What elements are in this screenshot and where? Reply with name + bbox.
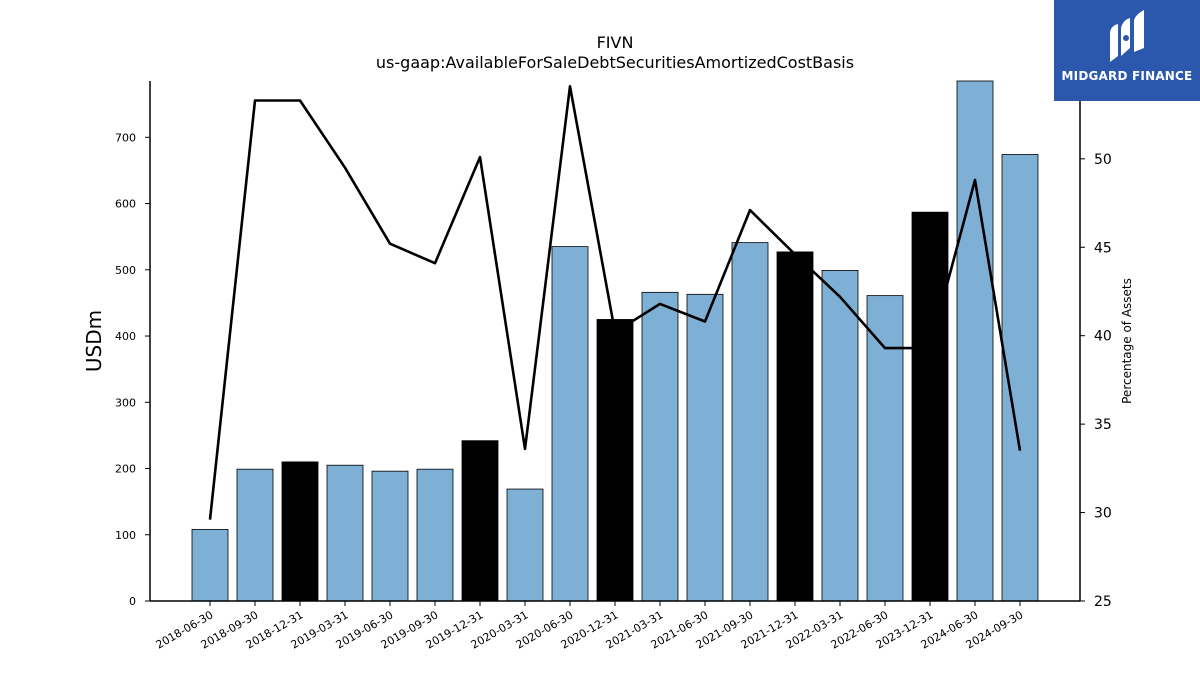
bar-2022-03-31	[821, 270, 859, 602]
y2-tick-label: 45	[1094, 240, 1112, 256]
chart-subtitle: us-gaap:AvailableForSaleDebtSecuritiesAm…	[376, 53, 854, 72]
bar-2023-12-31	[911, 211, 949, 602]
bar-2019-06-30	[371, 470, 409, 602]
x-axis-ticks: 2018-06-302018-09-302018-12-312019-03-31…	[154, 601, 1026, 652]
bar-2021-09-30	[731, 242, 769, 602]
bar-series	[191, 80, 1039, 602]
y2-axis-ticks: 25 30 35 40 45 50	[1080, 152, 1112, 610]
y-axis-ticks: 0 100 200 300 400 500 600 700	[115, 131, 150, 608]
bar-2020-03-31	[506, 488, 544, 602]
y2-tick-label: 25	[1094, 594, 1112, 610]
bar-2019-12-31	[461, 440, 499, 602]
bar-2021-03-31	[641, 291, 679, 602]
bar-2022-06-30	[866, 295, 904, 602]
y2-tick-label: 30	[1094, 506, 1112, 522]
bar-2019-03-31	[326, 464, 364, 602]
midgard-logo-icon	[1110, 10, 1144, 62]
y-tick-label: 500	[115, 264, 136, 277]
y-tick-label: 100	[115, 529, 136, 542]
y2-axis-label: Percentage of Assets	[1120, 278, 1134, 404]
y2-tick-label: 35	[1094, 417, 1112, 433]
y2-tick-label: 50	[1094, 152, 1112, 168]
bar-2020-12-31	[596, 319, 634, 602]
bar-2018-09-30	[236, 468, 274, 602]
bar-2018-12-31	[281, 461, 319, 602]
line-series	[208, 85, 1022, 520]
y2-tick-label: 40	[1094, 329, 1112, 345]
logo-text: MIDGARD FINANCE	[1061, 69, 1193, 83]
y-tick-label: 600	[115, 198, 136, 211]
bar-2018-06-30	[191, 529, 229, 602]
chart-title: FIVN	[597, 33, 634, 52]
y-tick-label: 400	[115, 330, 136, 343]
y-tick-label: 200	[115, 463, 136, 476]
y-tick-label: 700	[115, 131, 136, 144]
y-tick-label: 0	[129, 595, 136, 608]
midgard-finance-logo: MIDGARD FINANCE	[1054, 0, 1200, 101]
bar-2024-06-30	[956, 80, 994, 602]
bar-2021-06-30	[686, 293, 724, 602]
bar-2021-12-31	[776, 251, 814, 602]
bar-2020-06-30	[551, 246, 589, 602]
y-tick-label: 300	[115, 396, 136, 409]
bar-2019-09-30	[416, 468, 454, 602]
y-axis-label: USDm	[82, 310, 106, 372]
